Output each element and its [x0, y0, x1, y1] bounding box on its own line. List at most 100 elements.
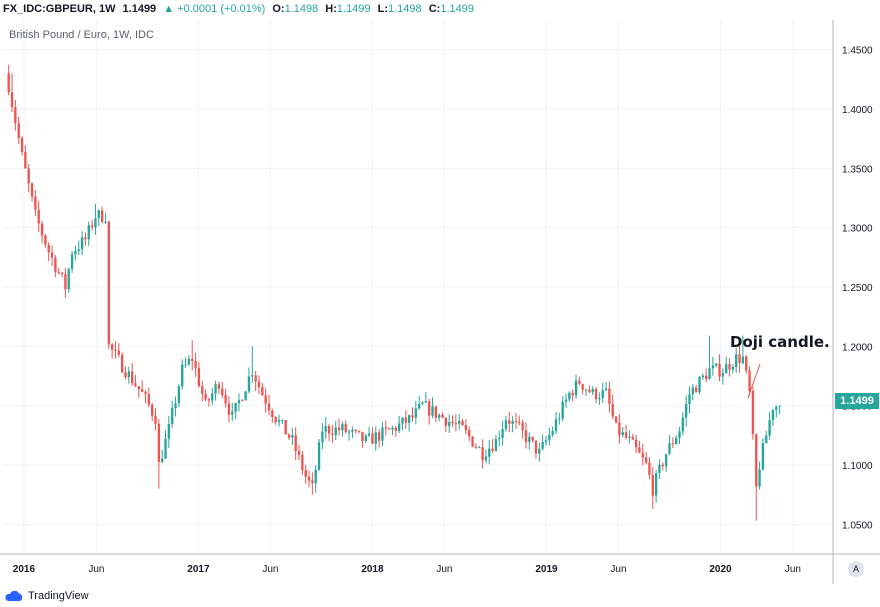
candle-body: [571, 392, 574, 396]
candle-body: [498, 438, 501, 440]
candle-body: [561, 401, 564, 419]
candle-body: [67, 268, 70, 290]
candle-body: [658, 464, 661, 474]
candle-body: [538, 448, 541, 454]
candle-body: [444, 417, 448, 426]
candle-body: [468, 430, 471, 437]
candle-body: [581, 384, 584, 390]
candle-body: [391, 427, 394, 430]
candle-body: [544, 440, 548, 442]
candle-body: [264, 395, 267, 404]
candle-body: [454, 423, 458, 425]
auto-scale-button[interactable]: A: [848, 561, 864, 577]
candle-body: [488, 448, 491, 457]
candle-body: [80, 237, 84, 250]
candle-body: [224, 395, 227, 404]
candle-body: [374, 432, 377, 444]
candle-body: [351, 429, 354, 432]
chart-legend: British Pound / Euro, 1W, IDC: [9, 29, 154, 41]
candle-body: [761, 443, 765, 470]
y-tick-label: 1.4500: [842, 46, 873, 57]
candle-body: [50, 252, 54, 258]
candle-body: [64, 274, 67, 290]
candle-body: [100, 210, 104, 222]
candle-body: [110, 344, 114, 350]
candle-body: [731, 367, 735, 370]
candle-body: [114, 349, 117, 351]
x-tick-label: Jun: [88, 564, 104, 575]
candle-body: [347, 431, 351, 433]
candle-body: [401, 417, 404, 424]
candle-body: [207, 399, 211, 401]
candle-body: [411, 415, 414, 418]
candle-body: [341, 424, 344, 431]
candlestick-chart[interactable]: 1.05001.10001.15001.20001.25001.30001.35…: [0, 20, 880, 584]
candle-body: [367, 433, 371, 436]
price-change: ▲ +0.0001 (+0.01%): [163, 3, 266, 15]
candle-body: [277, 420, 281, 423]
candle-body: [197, 368, 201, 387]
candle-body: [301, 454, 304, 471]
candle-body: [327, 426, 331, 434]
candle-body: [187, 358, 191, 365]
tradingview-footer[interactable]: TradingView: [4, 586, 89, 606]
candle-body: [261, 386, 264, 396]
candle-body: [254, 375, 257, 382]
candle-body: [14, 107, 17, 124]
candle-body: [407, 415, 411, 423]
open-label: O:: [272, 3, 285, 15]
candle-body: [721, 373, 725, 377]
candle-body: [551, 431, 554, 435]
candle-body: [221, 388, 224, 396]
candle-body: [387, 428, 391, 430]
candle-body: [117, 350, 120, 355]
candle-body: [494, 439, 498, 452]
low-value: 1.1498: [388, 3, 422, 15]
symbol-label[interactable]: FX_IDC:GBPEUR, 1W: [3, 3, 116, 15]
candle-body: [611, 403, 614, 417]
candle-body: [451, 421, 454, 424]
candle-body: [484, 456, 488, 461]
candle-body: [287, 434, 291, 438]
candle-body: [324, 426, 327, 432]
candle-body: [588, 389, 591, 393]
candle-body: [214, 384, 217, 394]
candle-body: [201, 386, 204, 394]
candle-body: [491, 448, 494, 452]
annotation-arrow: [747, 363, 761, 399]
candle-body: [534, 440, 538, 454]
candle-body: [755, 434, 758, 487]
candle-body: [281, 419, 284, 421]
candle-body: [77, 249, 80, 251]
candle-body: [641, 452, 644, 458]
candle-body: [164, 438, 167, 459]
candle-body: [648, 462, 651, 476]
candle-body: [674, 437, 678, 445]
candle-body: [778, 405, 781, 407]
candle-body: [87, 225, 90, 240]
candle-body: [458, 420, 461, 424]
candle-body: [177, 386, 181, 404]
chart-grid: [2, 20, 833, 554]
candle-body: [317, 442, 321, 470]
candle-body: [725, 364, 728, 374]
tradingview-cloud-icon: [5, 590, 23, 601]
candle-body: [508, 420, 511, 425]
candle-body: [120, 354, 124, 373]
candle-body: [644, 457, 648, 463]
candle-body: [144, 391, 147, 395]
candle-body: [257, 381, 261, 387]
candle-body: [748, 370, 751, 391]
candle-body: [404, 417, 407, 423]
candle-body: [70, 254, 74, 269]
candle-body: [598, 398, 601, 400]
candle-body: [424, 401, 428, 403]
last-price-tag: 1.1499: [835, 393, 879, 409]
x-tick-label: Jun: [436, 564, 452, 575]
candle-body: [54, 257, 57, 272]
candle-body: [414, 408, 417, 418]
candle-body: [584, 389, 588, 391]
candle-body: [381, 427, 384, 441]
candle-body: [511, 420, 514, 425]
candle-body: [384, 427, 387, 429]
